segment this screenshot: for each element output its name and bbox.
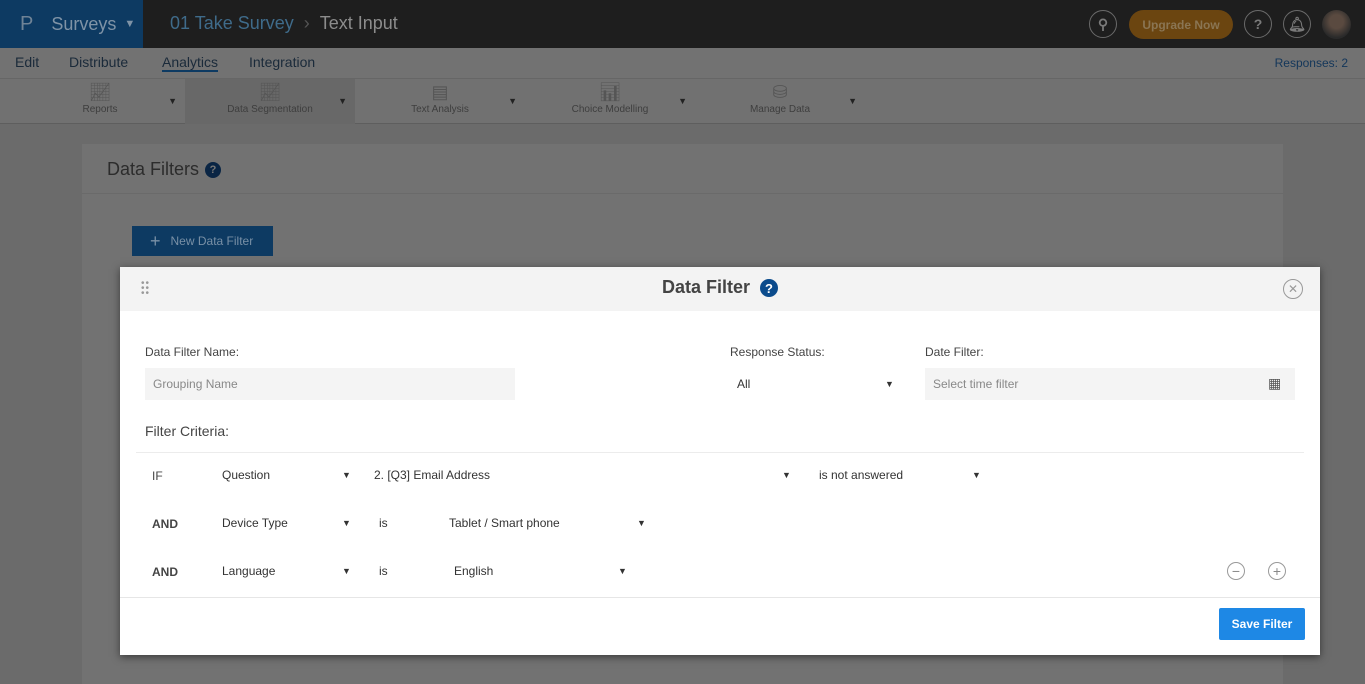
conjunction: AND xyxy=(152,517,178,531)
help-icon[interactable]: ? xyxy=(760,279,779,298)
question-select[interactable]: 2. [Q3] Email Address xyxy=(374,468,491,482)
line-chart-icon: 📈︎ xyxy=(88,82,112,102)
dialog-title: Data Filter xyxy=(661,277,751,297)
caret-down-icon[interactable]: ▼ xyxy=(168,96,177,106)
tool-reports[interactable]: 📈︎ Reports ▼ xyxy=(15,79,185,124)
remove-row-icon[interactable]: − xyxy=(1227,562,1245,580)
help-icon[interactable]: ? xyxy=(205,162,222,179)
nav-integration[interactable]: Integration xyxy=(249,54,316,70)
caret-down-icon: ▼ xyxy=(124,18,136,30)
response-status-label: Response Status: xyxy=(730,345,825,359)
drag-handle-icon[interactable]: •• •• •• xyxy=(141,278,151,299)
close-icon[interactable]: ✕ xyxy=(1283,279,1303,299)
scatter-chart-icon: 📊︎ xyxy=(598,82,622,102)
nav-distribute[interactable]: Distribute xyxy=(69,54,129,70)
conjunction: AND xyxy=(152,565,178,579)
breadcrumb-current: Text Input xyxy=(319,13,398,33)
date-filter-input[interactable]: Select time filter xyxy=(925,368,1295,400)
tool-label: Data Segmentation xyxy=(227,104,313,115)
segment-chart-icon: 📈︎ xyxy=(258,82,282,102)
caret-down-icon[interactable]: ▼ xyxy=(637,518,646,528)
operator-label: is xyxy=(379,516,388,530)
nav-analytics[interactable]: Analytics xyxy=(162,54,219,72)
value-select[interactable]: English xyxy=(454,564,494,578)
value-select[interactable]: Tablet / Smart phone xyxy=(449,516,560,530)
divider xyxy=(120,597,1320,598)
tool-manage-data[interactable]: ⛁ Manage Data ▼ xyxy=(695,79,865,124)
caret-down-icon[interactable]: ▼ xyxy=(342,566,351,576)
analytics-toolbar: 📈︎ Reports ▼ 📈︎ Data Segmentation ▼ ▤ Text An… xyxy=(0,79,1365,124)
tool-choice-modelling[interactable]: 📊︎ Choice Modelling ▼ xyxy=(525,79,695,124)
caret-down-icon[interactable]: ▼ xyxy=(972,470,981,480)
upgrade-button[interactable]: Upgrade Now xyxy=(1129,10,1233,39)
filter-name-label: Data Filter Name: xyxy=(145,345,240,359)
help-icon[interactable]: ? xyxy=(1244,10,1272,38)
filter-criteria-label: Filter Criteria: xyxy=(145,423,230,439)
new-data-filter-button[interactable]: + New Data Filter xyxy=(132,226,273,256)
tool-label: Choice Modelling xyxy=(571,104,649,115)
operator-label: is xyxy=(379,564,388,578)
page-title: Data Filters? xyxy=(82,144,1283,194)
field-select[interactable]: Language xyxy=(222,564,276,578)
conjunction: IF xyxy=(152,469,163,483)
tool-label: Text Analysis xyxy=(411,104,469,115)
caret-down-icon[interactable]: ▼ xyxy=(885,379,894,389)
field-select[interactable]: Question xyxy=(222,468,271,482)
breadcrumb: 01 Take Survey › Text Input xyxy=(170,13,398,34)
save-filter-button[interactable]: Save Filter xyxy=(1219,608,1305,640)
search-icon[interactable]: ⚲ xyxy=(1089,10,1117,38)
divider xyxy=(136,452,1304,453)
breadcrumb-survey[interactable]: 01 Take Survey xyxy=(170,13,294,33)
condition-select[interactable]: is not answered xyxy=(819,468,904,482)
calendar-icon[interactable]: ▦ xyxy=(1268,375,1282,391)
date-filter-label: Date Filter: xyxy=(925,345,984,359)
plus-icon: + xyxy=(150,230,161,251)
document-icon: ▤ xyxy=(431,82,449,102)
top-bar: P Surveys ▼ 01 Take Survey › Text Input ⚲ Up… xyxy=(0,0,1365,48)
caret-down-icon[interactable]: ▼ xyxy=(618,566,627,576)
new-data-filter-label: New Data Filter xyxy=(170,234,254,248)
avatar[interactable] xyxy=(1322,10,1351,39)
responses-count: Responses: 2 xyxy=(1274,56,1348,70)
caret-down-icon[interactable]: ▼ xyxy=(782,470,791,480)
add-row-icon[interactable]: + xyxy=(1268,562,1286,580)
tool-label: Reports xyxy=(82,104,118,115)
brand-label: Surveys xyxy=(51,13,117,34)
caret-down-icon[interactable]: ▼ xyxy=(342,518,351,528)
tool-text-analysis[interactable]: ▤ Text Analysis ▼ xyxy=(355,79,525,124)
nav-edit[interactable]: Edit xyxy=(15,54,40,70)
dialog-header: •• •• •• Data Filter? ✕ xyxy=(120,267,1320,311)
caret-down-icon[interactable]: ▼ xyxy=(338,96,347,106)
field-select[interactable]: Device Type xyxy=(222,516,288,530)
chevron-right-icon: › xyxy=(303,13,310,33)
bell-icon[interactable]: 🔔︎ xyxy=(1283,10,1311,38)
caret-down-icon[interactable]: ▼ xyxy=(678,96,687,106)
surveys-menu[interactable]: P Surveys ▼ xyxy=(0,0,143,48)
caret-down-icon[interactable]: ▼ xyxy=(508,96,517,106)
data-filter-dialog: •• •• •• Data Filter? ✕ Data Filter Name: … xyxy=(120,267,1320,655)
filter-name-input[interactable]: Grouping Name xyxy=(145,368,515,400)
page-title-text: Data Filters xyxy=(107,159,200,179)
logo-icon: P xyxy=(20,12,34,35)
tool-label: Manage Data xyxy=(749,104,811,115)
response-status-select[interactable]: All xyxy=(737,377,751,391)
database-icon: ⛁ xyxy=(772,82,788,102)
tool-data-segmentation[interactable]: 📈︎ Data Segmentation ▼ xyxy=(185,79,355,124)
caret-down-icon[interactable]: ▼ xyxy=(342,470,351,480)
caret-down-icon[interactable]: ▼ xyxy=(848,96,857,106)
main-nav: Edit Distribute Analytics Integration Re… xyxy=(0,48,1365,79)
